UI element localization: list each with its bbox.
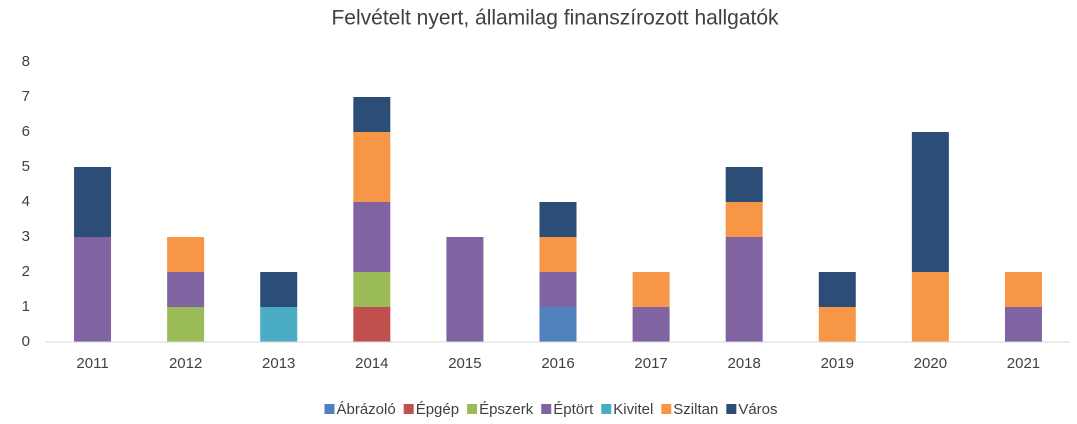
y-tick-label: 2 [22, 263, 30, 280]
bar-segment [632, 307, 670, 342]
bar-segment [818, 272, 856, 307]
y-tick-label: 3 [22, 228, 30, 245]
y-tick-label: 1 [22, 298, 30, 315]
x-tick-label: 2017 [634, 355, 667, 372]
legend-label: Sziltan [673, 401, 718, 418]
y-tick-label: 4 [22, 193, 30, 210]
bar-segment [1004, 272, 1042, 307]
bar-segment [353, 202, 391, 272]
bar-segment [911, 132, 949, 272]
bar-segment [260, 307, 298, 342]
bar-segment [539, 307, 577, 342]
bar-segment [911, 272, 949, 342]
x-tick-label: 2011 [76, 355, 108, 372]
legend-swatch [661, 404, 672, 414]
legend-label: Város [738, 401, 777, 418]
bar-segment [725, 237, 763, 342]
legend-swatch [601, 404, 612, 414]
x-tick-label: 2019 [821, 355, 854, 372]
bar-segment [539, 237, 577, 272]
bar-segment [167, 272, 205, 307]
bar-segment [353, 97, 391, 132]
legend-swatch [541, 404, 552, 414]
legend-swatch [403, 404, 414, 414]
y-tick-label: 8 [22, 53, 30, 70]
x-tick-label: 2021 [1007, 355, 1040, 372]
bar-segment [539, 202, 577, 237]
bar-segment [167, 307, 205, 342]
chart-title: Felvételt nyert, államilag finanszírozot… [331, 7, 779, 30]
legend-label: Épgép [416, 401, 459, 418]
bar-segment [353, 307, 391, 342]
y-tick-label: 5 [22, 158, 30, 175]
y-tick-label: 0 [22, 333, 30, 350]
legend-swatch [467, 404, 478, 414]
x-tick-label: 2013 [262, 355, 295, 372]
bar-segment [632, 272, 670, 307]
bar-segment [167, 237, 205, 272]
legend-label: Éptört [553, 401, 594, 418]
bar-segment [74, 167, 112, 237]
bar-segment [725, 167, 763, 202]
y-tick-label: 6 [22, 123, 30, 140]
y-tick-label: 7 [22, 88, 30, 105]
bar-segment [74, 237, 112, 342]
x-tick-label: 2020 [914, 355, 947, 372]
bar-segment [446, 237, 484, 342]
x-tick-label: 2018 [727, 355, 760, 372]
bar-segment [539, 272, 577, 307]
bar-segment [725, 202, 763, 237]
legend-label: Épszerk [479, 401, 534, 418]
bar-segment [818, 307, 856, 342]
bar-segment [260, 272, 298, 307]
bar-segment [353, 272, 391, 307]
legend-swatch [726, 404, 737, 414]
x-tick-label: 2012 [169, 355, 202, 372]
x-tick-label: 2015 [448, 355, 481, 372]
legend-label: Ábrázoló [336, 401, 395, 418]
bar-segment [1004, 307, 1042, 342]
bar-segment [353, 132, 391, 202]
x-tick-label: 2014 [355, 355, 388, 372]
legend-swatch [324, 404, 335, 414]
x-tick-label: 2016 [541, 355, 574, 372]
legend-label: Kivitel [613, 401, 653, 418]
